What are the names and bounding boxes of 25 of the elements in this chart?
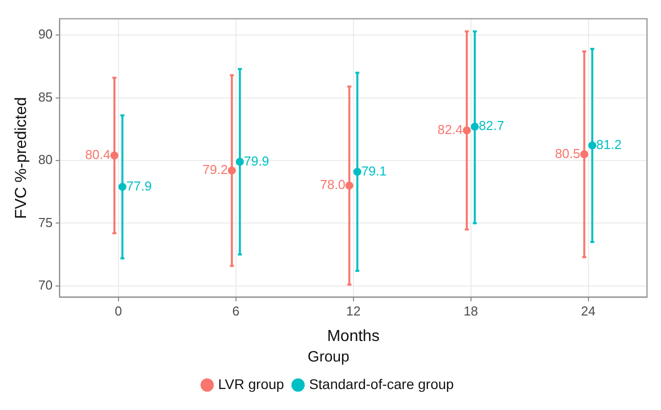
data-label: 79.2 — [202, 162, 228, 178]
legend-label: Standard-of-care group — [309, 376, 454, 392]
data-label: 80.5 — [554, 146, 580, 161]
data-label: 77.9 — [126, 178, 152, 194]
x-axis-title: Months — [327, 328, 380, 345]
x-tick-label: 0 — [114, 304, 122, 319]
data-label: 78.0 — [320, 177, 346, 192]
data-label: 82.4 — [437, 122, 463, 137]
data-label: 82.7 — [478, 118, 504, 134]
y-tick-label: 70 — [38, 277, 53, 292]
y-tick-label: 75 — [38, 214, 53, 230]
data-label: 80.4 — [85, 147, 110, 162]
y-axis-title: FVC %-predicted — [13, 97, 30, 219]
x-tick-label: 18 — [464, 304, 478, 319]
data-label: 79.1 — [361, 163, 387, 178]
legend-label: LVR group — [218, 376, 284, 392]
x-tick-label: 12 — [346, 304, 361, 319]
y-tick-label: 85 — [38, 89, 53, 104]
x-tick-label: 6 — [232, 304, 240, 319]
data-label: 81.2 — [596, 137, 622, 152]
x-tick-label: 24 — [581, 304, 596, 319]
legend-title: Group — [308, 348, 350, 366]
y-tick-label: 90 — [38, 26, 53, 42]
data-label: 79.9 — [244, 153, 270, 168]
y-tick-label: 80 — [38, 152, 53, 168]
